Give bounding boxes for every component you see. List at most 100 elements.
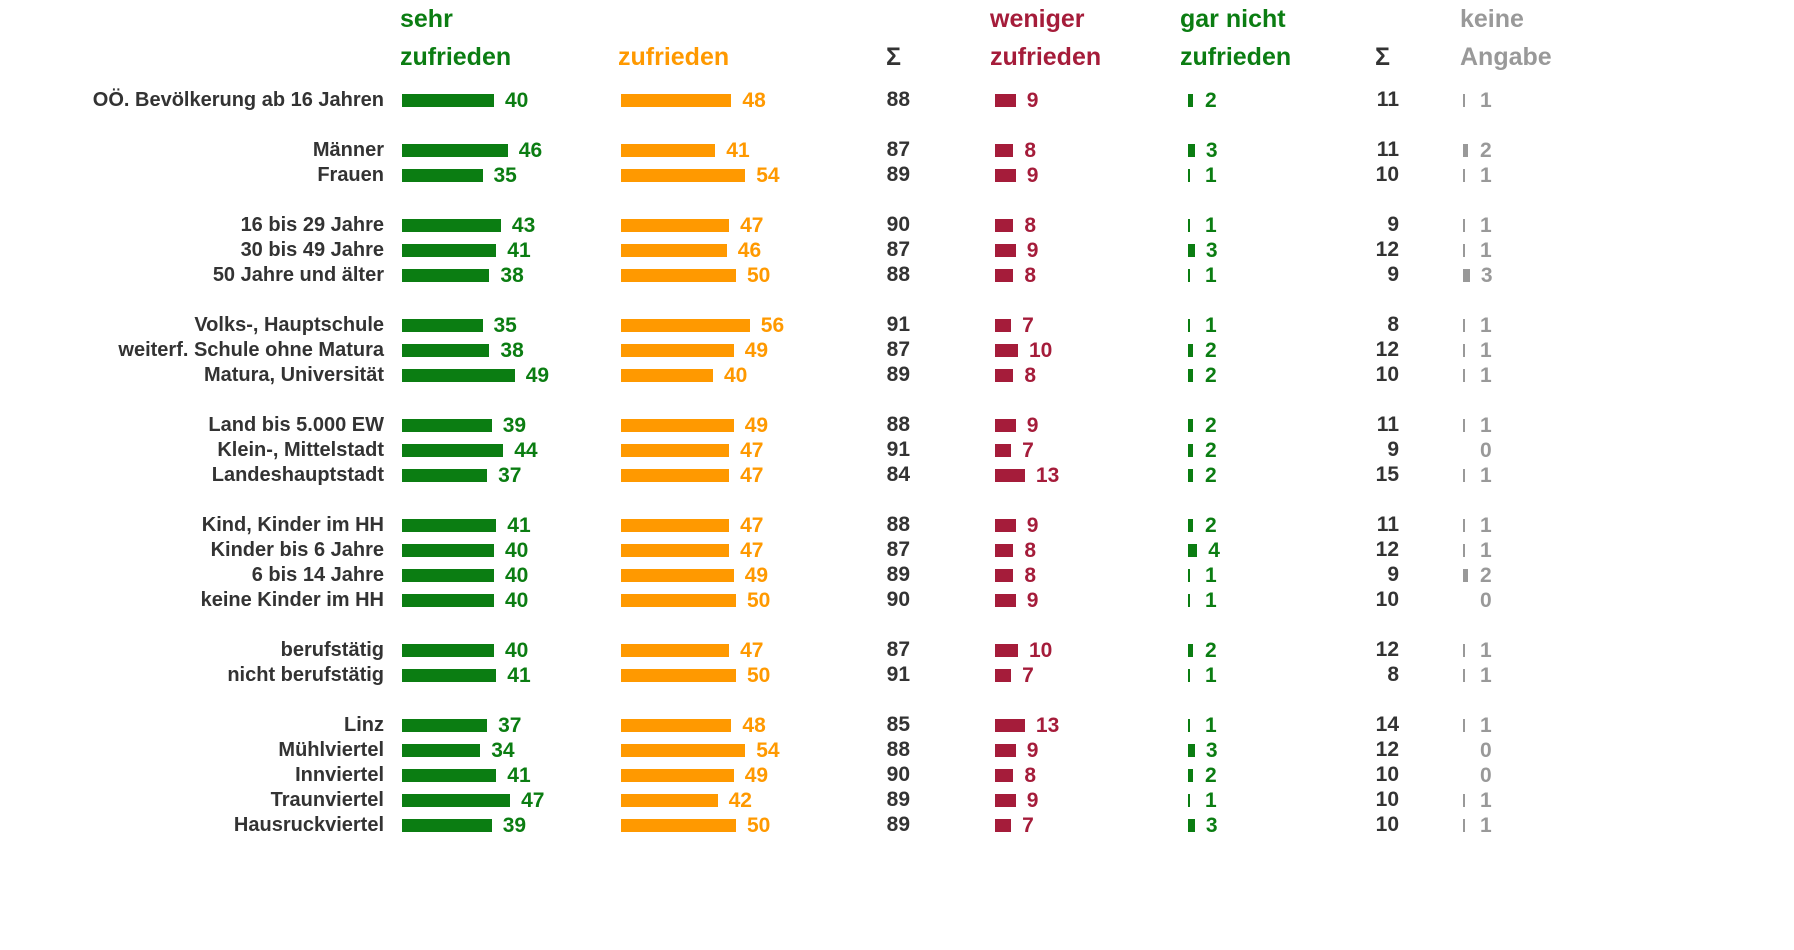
bar (621, 668, 736, 682)
value-label: 43 (511, 214, 536, 237)
bar (402, 743, 481, 757)
value-label: 10 (1029, 339, 1053, 362)
sum-label: 11 (1376, 88, 1399, 111)
column-header: gar nicht zufrieden (1180, 5, 1292, 71)
row-label: Kind, Kinder im HH (201, 514, 384, 536)
value-label: 9 (1026, 789, 1039, 812)
value-label: 2 (1205, 464, 1217, 487)
bar (995, 368, 1014, 382)
sum-label: 10 (1375, 763, 1399, 786)
sum-label: 88 (886, 413, 910, 436)
bar (402, 543, 494, 557)
bar (402, 368, 515, 382)
value-label: 47 (521, 789, 545, 812)
value-label: 1 (1480, 464, 1492, 487)
value-label: 1 (1205, 589, 1217, 612)
bar (402, 318, 483, 332)
value-label: 47 (740, 639, 764, 662)
bar (1463, 93, 1466, 107)
value-label: 2 (1480, 139, 1492, 162)
value-label: 9 (1026, 239, 1039, 262)
bar (1463, 268, 1470, 282)
value-label: 2 (1480, 564, 1492, 587)
value-label: 1 (1480, 164, 1492, 187)
bar (402, 668, 497, 682)
value-label: 42 (728, 789, 752, 812)
sum-label: 87 (886, 238, 910, 261)
bar (621, 468, 730, 482)
bar (402, 268, 490, 282)
bar (1188, 793, 1191, 807)
sum-label: 10 (1375, 813, 1399, 836)
value-label: 0 (1480, 589, 1492, 612)
row-label: Kinder bis 6 Jahre (210, 539, 384, 561)
value-label: 2 (1205, 514, 1217, 537)
sum-label: 89 (886, 563, 910, 586)
bar (621, 343, 734, 357)
bar (995, 343, 1018, 357)
value-label: 47 (740, 514, 764, 537)
value-label: 50 (747, 814, 771, 837)
bar (1463, 718, 1466, 732)
value-label: 3 (1480, 264, 1493, 287)
value-label: 1 (1205, 164, 1217, 187)
sum-label: 9 (1387, 438, 1399, 461)
sum-label: 12 (1375, 638, 1399, 661)
bar (1463, 818, 1466, 832)
value-label: 1 (1480, 714, 1492, 737)
value-label: 1 (1480, 89, 1492, 112)
bar (402, 518, 497, 532)
value-label: 1 (1205, 564, 1217, 587)
row-label: weiterf. Schule ohne Matura (118, 339, 384, 361)
sum-label: 12 (1375, 238, 1399, 261)
value-label: 2 (1205, 639, 1217, 662)
bar (1463, 668, 1466, 682)
sum-label: 9 (1387, 563, 1399, 586)
row-label: Landeshauptstadt (211, 464, 384, 486)
bar (995, 418, 1016, 432)
value-label: 34 (491, 739, 515, 762)
bar (1188, 268, 1191, 282)
value-label: 50 (747, 264, 771, 287)
row-label: 30 bis 49 Jahre (240, 239, 384, 261)
value-label: 9 (1026, 739, 1039, 762)
bar (995, 593, 1016, 607)
row-label: OÖ. Bevölkerung ab 16 Jahren (92, 89, 384, 111)
bar (1463, 468, 1466, 482)
bar (1188, 368, 1193, 382)
bar (1188, 543, 1198, 557)
bar (995, 218, 1014, 232)
value-label: 0 (1480, 439, 1492, 462)
sum-label: 88 (886, 738, 910, 761)
bar (995, 318, 1012, 332)
sum-label: 87 (886, 338, 910, 361)
value-label: 40 (505, 564, 529, 587)
bar (995, 443, 1012, 457)
sum-label: 12 (1375, 738, 1399, 761)
sum-label: 91 (886, 313, 910, 336)
bar (621, 318, 750, 332)
row-label: Frauen (317, 164, 384, 186)
value-label: 3 (1205, 814, 1218, 837)
value-label: 1 (1205, 264, 1217, 287)
bar (1188, 243, 1195, 257)
value-label: 1 (1205, 664, 1217, 687)
bar (1463, 518, 1466, 532)
bar (1188, 743, 1195, 757)
value-label: 1 (1480, 364, 1492, 387)
sum-label: 89 (886, 163, 910, 186)
bar (1188, 443, 1193, 457)
value-label: 47 (740, 539, 764, 562)
bar (402, 468, 488, 482)
bar (402, 568, 494, 582)
bar (995, 543, 1014, 557)
value-label: 3 (1205, 739, 1218, 762)
value-label: 4 (1208, 539, 1220, 562)
value-label: 49 (744, 414, 769, 437)
bar (995, 93, 1016, 107)
bar (402, 718, 488, 732)
bar (621, 568, 734, 582)
value-label: 40 (505, 589, 529, 612)
row-label: Mühlviertel (278, 739, 384, 761)
value-label: 38 (500, 264, 524, 287)
